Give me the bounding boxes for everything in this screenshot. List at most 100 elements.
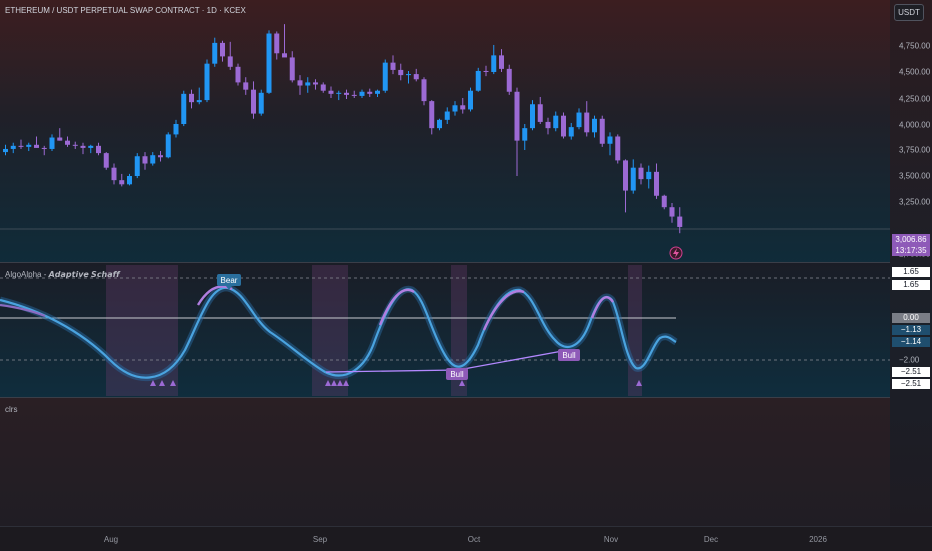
- candle-bear: [251, 89, 256, 114]
- candle-bull: [49, 137, 55, 149]
- candle-bear: [227, 56, 233, 67]
- time-tick: 2026: [809, 535, 827, 544]
- price-tick: 3,500.00: [899, 171, 931, 181]
- candle-bear: [421, 79, 427, 102]
- flash-icon[interactable]: [669, 246, 683, 260]
- bull-arrow: [159, 380, 165, 386]
- time-axis[interactable]: Aug Sep Oct Nov Dec 2026: [0, 526, 932, 551]
- price-pane[interactable]: [0, 0, 890, 262]
- osc-badge: −2.51: [892, 379, 930, 389]
- price-axis[interactable]: [890, 0, 932, 526]
- bull-label-text: Bull: [562, 351, 576, 360]
- oscillator-left-segment: [0, 303, 46, 318]
- candle-bear: [367, 91, 373, 94]
- candle-bear: [545, 121, 551, 129]
- candle-bull: [165, 134, 171, 158]
- bull-arrow: [170, 380, 176, 386]
- candle-bull: [266, 33, 272, 93]
- candle-bear: [57, 137, 63, 141]
- bull-arrows: [150, 380, 642, 386]
- candle-bull: [134, 156, 140, 176]
- osc-tick: −2.00: [899, 355, 920, 365]
- candle-bear: [483, 70, 489, 72]
- candle-bear: [390, 62, 396, 70]
- candle-bull: [452, 105, 458, 112]
- last-price-badge: 3,006.86 13:17:35: [892, 234, 930, 256]
- candle-bear: [328, 90, 334, 94]
- candle-bear: [561, 115, 566, 137]
- bull-label: Bull: [558, 349, 580, 361]
- price-tick: 4,250.00: [899, 94, 931, 104]
- candle-bear: [584, 112, 590, 133]
- osc-badge: −1.14: [892, 337, 930, 347]
- chart-title: ETHEREUM / USDT PERPETUAL SWAP CONTRACT …: [5, 6, 246, 15]
- price-tick: 4,750.00: [899, 41, 931, 51]
- candle-bear: [235, 66, 241, 83]
- candle-bear: [65, 140, 70, 145]
- oscillator-title[interactable]: AlgoAlpha - 𝘼𝙙𝙖𝙥𝙩𝙞𝙫𝙚 𝙎𝙘𝙝𝙖𝙛𝙛: [5, 270, 120, 279]
- clrs-pane[interactable]: [0, 398, 890, 526]
- time-tick: Sep: [312, 535, 328, 544]
- candle-bull: [630, 167, 636, 191]
- candle-bear: [460, 105, 466, 110]
- countdown-value: 13:17:35: [895, 246, 927, 255]
- candle-bull: [127, 176, 132, 185]
- candle-bear: [313, 82, 318, 85]
- currency-button[interactable]: USDT: [894, 4, 924, 21]
- candle-bear: [18, 145, 24, 147]
- bear-zone: [628, 265, 642, 396]
- oscillator-pane[interactable]: [0, 263, 890, 397]
- pane-divider[interactable]: [0, 262, 932, 263]
- osc-badge: 1.65: [892, 267, 930, 277]
- candle-bull: [607, 136, 613, 144]
- candle-bear: [413, 74, 419, 80]
- candle-bull: [406, 74, 411, 76]
- candle-bull: [592, 118, 597, 133]
- osc-badge-zero: 0.00: [892, 313, 930, 323]
- candle-bear: [677, 216, 683, 227]
- candle-bear: [289, 57, 295, 81]
- time-tick: Oct: [467, 535, 481, 544]
- candle-bull: [359, 91, 365, 96]
- candle-bull: [181, 93, 187, 124]
- osc-badge: −2.51: [892, 367, 930, 377]
- candle-bear: [189, 93, 194, 103]
- divergence-line: [457, 349, 569, 371]
- candle-bull: [88, 145, 94, 148]
- candle-bear: [274, 33, 280, 54]
- bull-label-text: Bull: [450, 370, 464, 379]
- clrs-title[interactable]: clrs: [5, 405, 18, 414]
- candle-bear: [499, 55, 504, 69]
- candle-bear: [103, 153, 109, 168]
- candle-bull: [26, 144, 32, 147]
- oscillator-bear-segment: [378, 288, 415, 326]
- bull-arrow: [343, 380, 349, 386]
- candle-bull: [336, 92, 342, 94]
- candle-bear: [34, 144, 39, 148]
- oscillator-bear-segment: [482, 289, 525, 331]
- candle-bear: [119, 180, 125, 185]
- bull-label: Bull: [446, 368, 468, 380]
- bull-arrow: [337, 380, 343, 386]
- candle-bull: [530, 104, 535, 129]
- candle-bull: [258, 92, 264, 114]
- signal-zones: [106, 265, 642, 396]
- candle-bear: [654, 171, 659, 196]
- divergence-line: [325, 369, 459, 373]
- candle-bear: [398, 69, 404, 76]
- candle-bull: [576, 112, 582, 128]
- candle-bear: [506, 68, 512, 92]
- price-tick: 4,000.00: [899, 120, 931, 130]
- candles-layer: [3, 24, 683, 234]
- candle-bull: [3, 148, 8, 153]
- candle-bull: [491, 55, 497, 72]
- oscillator-line: [0, 286, 677, 379]
- pane-divider[interactable]: [0, 397, 932, 398]
- price-tick: 3,750.00: [899, 145, 931, 155]
- last-price-value: 3,006.86: [895, 235, 927, 244]
- candle-bear: [111, 167, 117, 181]
- candle-bull: [568, 127, 574, 137]
- bear-label: Bear: [217, 274, 241, 290]
- candle-bull: [212, 42, 218, 64]
- candle-bull: [444, 111, 450, 120]
